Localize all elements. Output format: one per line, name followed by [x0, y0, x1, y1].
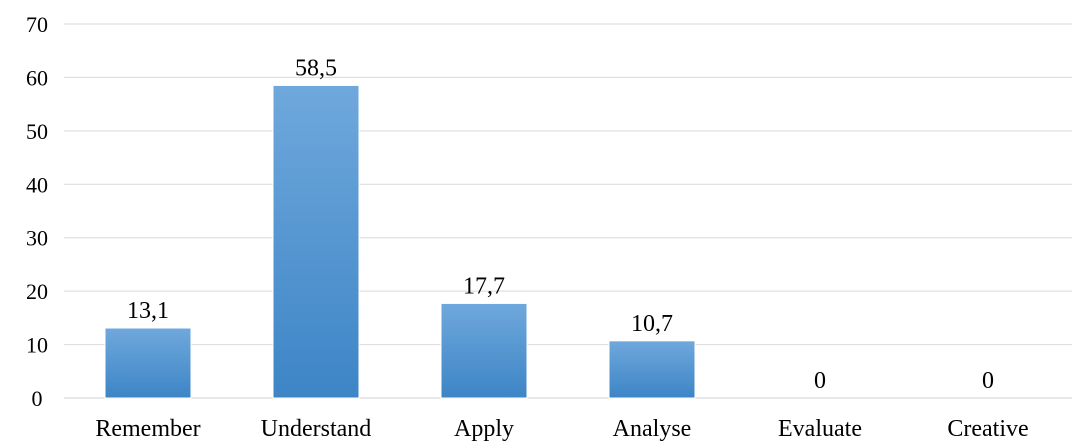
category-label-analyse: Analyse	[613, 416, 692, 442]
category-label-evaluate: Evaluate	[778, 416, 862, 442]
y-tick-label: 50	[26, 119, 48, 144]
category-label-remember: Remember	[95, 416, 200, 442]
data-label-creative: 0	[982, 368, 994, 394]
data-labels: 13,1 58,5 17,7 10,7 0 0	[127, 55, 994, 394]
data-label-analyse: 10,7	[631, 311, 673, 337]
category-label-creative: Creative	[947, 416, 1028, 442]
y-axis-ticks: 0 10 20 30 40 50 60 70	[26, 12, 48, 411]
category-label-understand: Understand	[261, 416, 372, 442]
data-label-remember: 13,1	[127, 298, 169, 324]
x-axis-categories: Remember Understand Apply Analyse Evaluate Cr…	[95, 416, 1028, 442]
y-tick-label: 0	[32, 386, 43, 411]
bar-apply	[440, 302, 528, 399]
y-tick-label: 70	[26, 12, 48, 37]
data-label-apply: 17,7	[463, 273, 505, 299]
y-tick-label: 20	[26, 279, 48, 304]
gridlines	[64, 23, 1072, 399]
category-label-apply: Apply	[454, 416, 514, 442]
y-tick-label: 40	[26, 172, 48, 197]
bars	[104, 84, 696, 399]
bar-analyse	[608, 340, 696, 399]
data-label-understand: 58,5	[295, 55, 337, 81]
y-tick-label: 10	[26, 333, 48, 358]
data-label-evaluate: 0	[814, 368, 826, 394]
bar-understand	[272, 84, 360, 399]
bar-remember	[104, 327, 192, 399]
y-tick-label: 60	[26, 65, 48, 90]
y-tick-label: 30	[26, 226, 48, 251]
